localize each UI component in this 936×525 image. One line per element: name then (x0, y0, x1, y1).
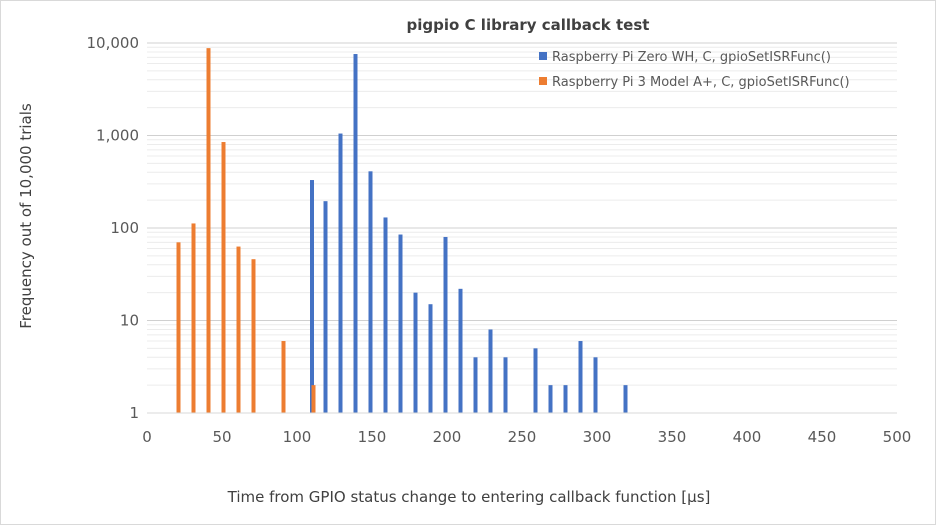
x-tick-label: 450 (808, 428, 837, 446)
gridlines (147, 42, 897, 414)
y-tick-label: 100 (110, 219, 139, 237)
y-tick-label: 10,000 (87, 34, 140, 52)
bar-series-1 (548, 385, 553, 413)
bar-series-2 (221, 142, 226, 413)
bars (176, 48, 628, 414)
bar-series-2 (236, 246, 241, 413)
legend-label-series-2: Raspberry Pi 3 Model A+, C, gpioSetISRFu… (552, 75, 850, 90)
x-tick-label: 0 (142, 428, 152, 446)
x-tick-label: 400 (733, 428, 762, 446)
x-tick-label: 150 (358, 428, 387, 446)
y-tick-label: 1 (129, 404, 139, 422)
x-tick-label: 500 (883, 428, 912, 446)
x-axis-label: Time from GPIO status change to entering… (227, 488, 711, 506)
x-tick-label: 350 (658, 428, 687, 446)
bar-series-2 (281, 341, 286, 413)
legend-swatch-series-2 (539, 77, 547, 85)
x-tick-label: 50 (212, 428, 231, 446)
bar-series-2 (251, 259, 256, 413)
legend-swatch-series-1 (539, 52, 547, 60)
y-tick-label: 10 (120, 312, 139, 330)
bar-series-1 (623, 385, 628, 413)
bar-series-2 (176, 242, 181, 413)
bar-series-1 (353, 54, 358, 413)
bar-series-1 (593, 357, 598, 413)
bar-series-1 (383, 217, 388, 413)
y-axis-label: Frequency out of 10,000 trials (17, 103, 35, 329)
bar-series-1 (563, 385, 568, 413)
bar-series-2 (206, 48, 211, 414)
chart-title: pigpio C library callback test (407, 16, 650, 34)
bar-series-1 (413, 292, 418, 413)
bar-series-1 (503, 357, 508, 413)
x-tick-labels: 0 50 100 150 200 250 300 350 400 450 500 (142, 428, 911, 446)
legend-label-series-1: Raspberry Pi Zero WH, C, gpioSetISRFunc(… (552, 50, 831, 65)
bar-series-1 (368, 171, 373, 413)
bar-series-1 (310, 180, 314, 413)
x-tick-label: 300 (583, 428, 612, 446)
bar-series-1 (428, 304, 433, 413)
legend: Raspberry Pi Zero WH, C, gpioSetISRFunc(… (539, 50, 850, 90)
bar-series-2 (191, 223, 196, 413)
y-tick-label: 1,000 (96, 127, 139, 145)
bar-series-1 (323, 201, 328, 413)
bar-series-1 (578, 341, 583, 413)
x-tick-label: 250 (508, 428, 537, 446)
bar-series-1 (533, 348, 538, 413)
bar-series-2 (311, 385, 316, 413)
bar-series-1 (398, 234, 403, 413)
bar-series-1 (473, 357, 478, 413)
bar-series-1 (443, 236, 448, 413)
x-tick-label: 200 (433, 428, 462, 446)
bar-series-1 (488, 329, 493, 413)
bar-series-1 (338, 133, 343, 414)
y-tick-labels: 1 10 100 1,000 10,000 (87, 34, 140, 422)
x-tick-label: 100 (283, 428, 312, 446)
bar-series-1 (458, 288, 463, 413)
